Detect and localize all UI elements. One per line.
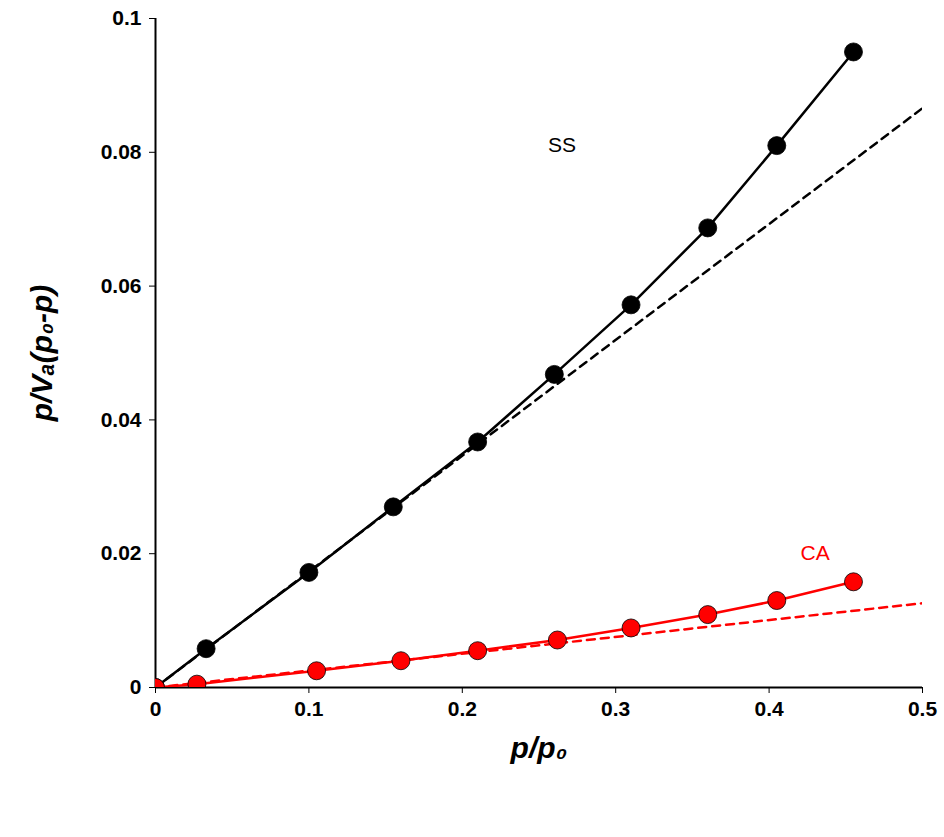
svg-text:0.08: 0.08: [101, 140, 142, 163]
svg-text:0.1: 0.1: [294, 697, 324, 720]
svg-text:0.2: 0.2: [448, 697, 477, 720]
svg-text:0.1: 0.1: [112, 6, 142, 29]
svg-text:0: 0: [150, 697, 162, 720]
svg-text:0.5: 0.5: [908, 697, 938, 720]
svg-text:0.3: 0.3: [601, 697, 630, 720]
svg-text:0.06: 0.06: [101, 274, 142, 297]
svg-text:0.4: 0.4: [754, 697, 784, 720]
svg-text:CA: CA: [801, 541, 830, 564]
svg-text:SS: SS: [548, 133, 576, 156]
svg-text:p/p₀: p/p₀: [510, 731, 568, 764]
svg-text:0: 0: [130, 675, 142, 698]
svg-text:p/Vₐ(p₀-p): p/Vₐ(p₀-p): [25, 285, 58, 423]
svg-text:0.04: 0.04: [101, 408, 142, 431]
svg-text:0.02: 0.02: [101, 541, 142, 564]
